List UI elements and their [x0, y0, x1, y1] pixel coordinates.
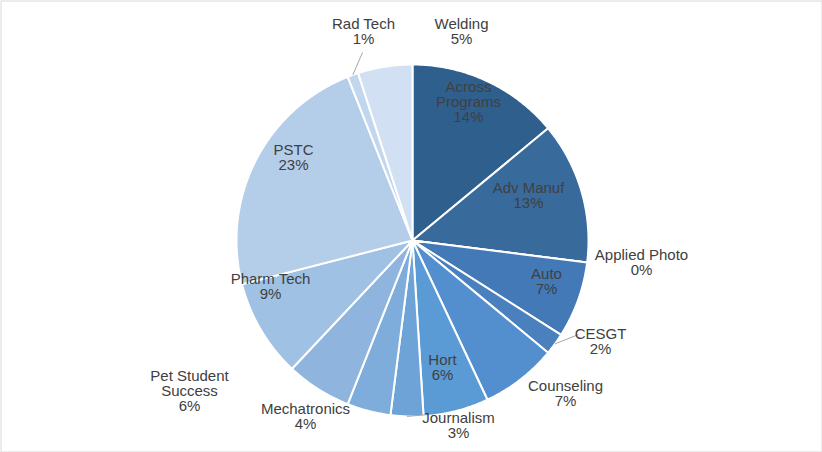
- svg-text:Counseling7%: Counseling7%: [528, 377, 603, 409]
- svg-text:PSTC23%: PSTC23%: [273, 141, 313, 173]
- svg-text:Pet StudentSuccess6%: Pet StudentSuccess6%: [150, 367, 229, 414]
- svg-text:Adv Manuf13%: Adv Manuf13%: [493, 179, 566, 211]
- svg-text:Rad Tech1%: Rad Tech1%: [332, 15, 395, 47]
- svg-text:Mechatronics4%: Mechatronics4%: [261, 400, 350, 432]
- svg-text:Pharm Tech9%: Pharm Tech9%: [231, 270, 311, 302]
- svg-text:Auto7%: Auto7%: [531, 265, 562, 297]
- svg-text:AcrossPrograms14%: AcrossPrograms14%: [436, 78, 501, 125]
- svg-text:Welding5%: Welding5%: [435, 15, 489, 47]
- svg-text:Journalism3%: Journalism3%: [422, 409, 495, 441]
- svg-text:Hort6%: Hort6%: [428, 351, 457, 383]
- svg-text:CESGT2%: CESGT2%: [575, 325, 627, 357]
- svg-text:Applied Photo0%: Applied Photo0%: [595, 246, 688, 278]
